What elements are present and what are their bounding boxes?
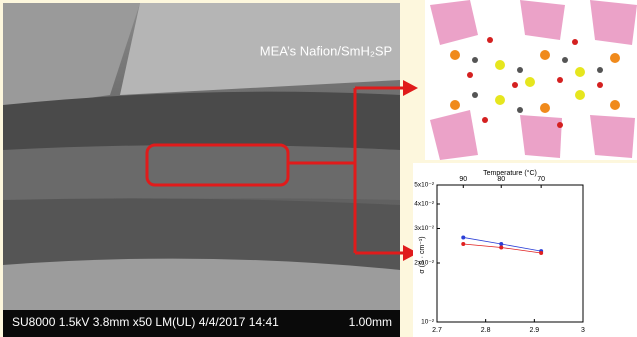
figure: MEA’s Nafion/SmH₂SP SU8000 1.5kV 3.8mm x… [0,0,637,337]
chart: Temperature (°C) σ (S · cm⁻¹) 2.7 2.8 2.9 3… [413,163,637,337]
x-tick-label: 2.8 [481,327,491,334]
y-tick-label: 2x10⁻² [414,260,435,267]
data-point [499,242,503,246]
y-axis-label: σ (S · cm⁻¹) [419,236,426,273]
sem-label: MEA’s Nafion/SmH₂SP [260,43,392,58]
x-tick-label: 3 [581,327,585,334]
x-tick-label: 2.7 [432,327,442,334]
y-tick-label: 4x10⁻² [414,201,435,208]
data-point [461,235,465,239]
sem-image: MEA’s Nafion/SmH₂SP SU8000 1.5kV 3.8mm x… [3,3,400,337]
y-tick-label: 10⁻² [421,319,435,326]
y-tick-label: 3x10⁻² [414,225,435,232]
crystal-structure [425,0,637,160]
y-tick-label: 5x10⁻² [414,182,435,189]
data-point [499,245,503,249]
sem-caption: SU8000 1.5kV 3.8mm x50 LM(UL) 4/4/2017 1… [12,315,279,329]
data-point [539,251,543,255]
scale-bar: 1.00mm [349,315,392,329]
x-tick-label: 2.9 [529,327,539,334]
data-point [461,242,465,246]
x2-axis-label: Temperature (°C) [483,169,537,177]
x2-tick-label: 90 [459,176,467,183]
x2-tick-label: 70 [537,176,545,183]
x2-tick-label: 80 [497,176,505,183]
